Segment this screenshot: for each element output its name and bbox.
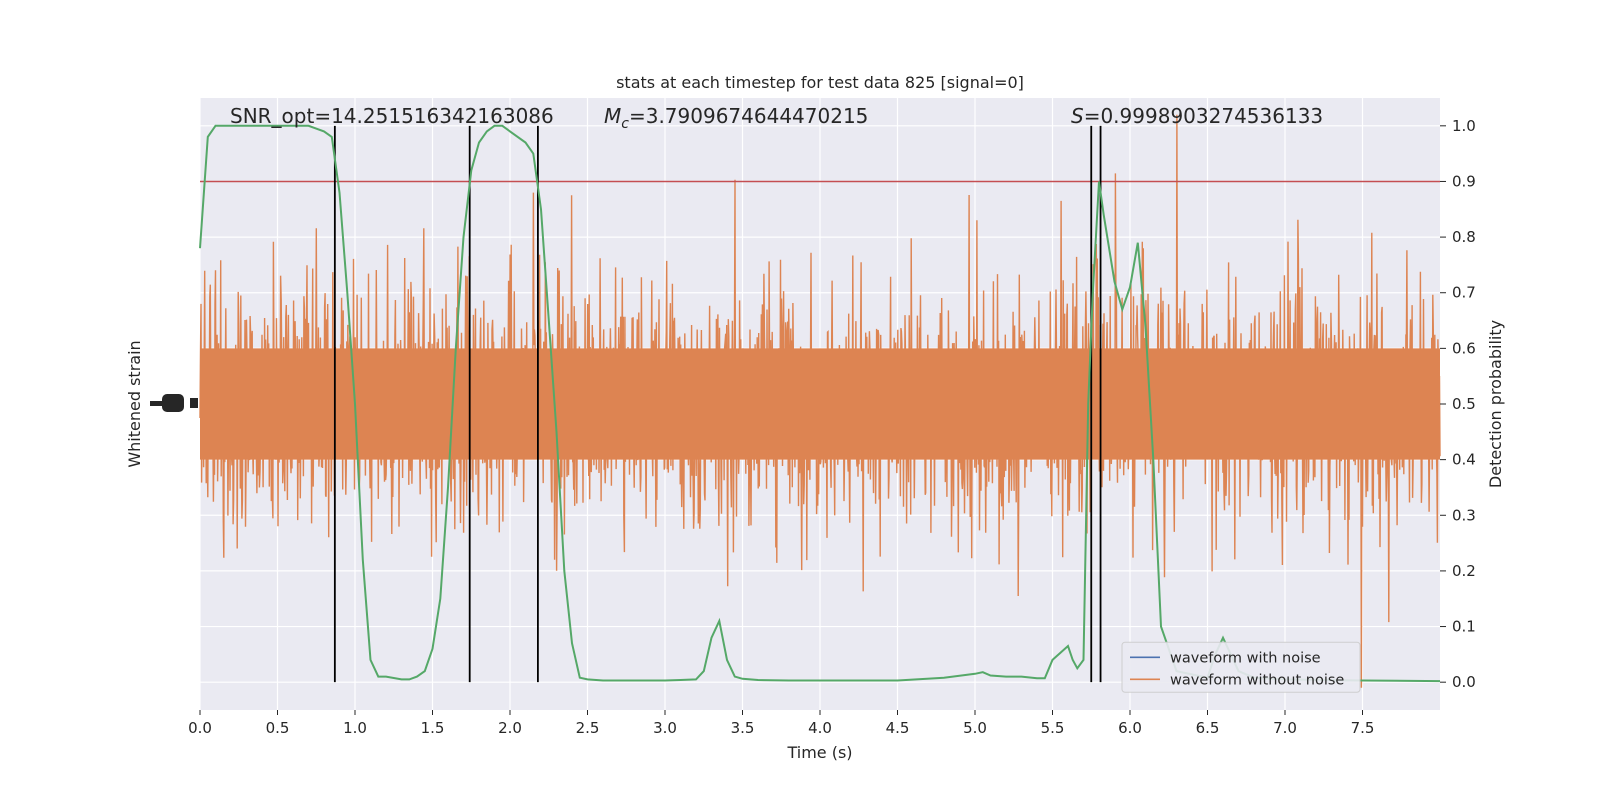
detection-probability-group xyxy=(199,124,1441,683)
whitened-strain-series xyxy=(199,114,1441,688)
legend-label-with-noise: waveform with noise xyxy=(1170,650,1321,666)
left-tick-glyph xyxy=(150,401,170,406)
y-tick-label: 0.9 xyxy=(1452,172,1476,190)
chart-title: stats at each timestep for test data 825… xyxy=(616,73,1024,92)
y-tick-label: 0.0 xyxy=(1452,673,1476,691)
y-tick-label: 0.3 xyxy=(1452,506,1476,524)
x-tick-label: 5.0 xyxy=(963,719,987,737)
x-axis-ticks: 0.0 0.5 1.0 1.5 2.0 2.5 3.0 3.5 4.0 4.5 5.0 5.5 6.0 6… xyxy=(188,710,1374,737)
statistic-symbol: S xyxy=(1071,104,1084,128)
x-tick-label: 0.0 xyxy=(188,719,212,737)
chirp-mass-subscript: c xyxy=(621,116,629,132)
y-tick-label: 0.4 xyxy=(1452,451,1476,469)
x-tick-label: 6.0 xyxy=(1118,719,1142,737)
x-tick-label: 2.0 xyxy=(498,719,522,737)
vertical-markers xyxy=(333,125,1102,683)
x-tick-label: 1.0 xyxy=(343,719,367,737)
y-tick-label: 0.2 xyxy=(1452,562,1476,580)
chirp-mass-value: =3.7909674644470215 xyxy=(629,104,868,128)
y-tick-label: 0.6 xyxy=(1452,339,1476,357)
x-tick-label: 0.5 xyxy=(266,719,290,737)
x-axis-label: Time (s) xyxy=(786,743,852,762)
x-tick-label: 3.5 xyxy=(731,719,755,737)
snr-annotation: SNR_opt=14.251516342163086 xyxy=(230,104,554,128)
x-tick-label: 7.5 xyxy=(1351,719,1375,737)
legend: waveform with noise waveform without noi… xyxy=(1121,641,1361,693)
y-tick-label: 1.0 xyxy=(1452,117,1476,135)
y-axis-right-label: Detection probability xyxy=(1486,320,1505,488)
x-tick-label: 4.5 xyxy=(886,719,910,737)
left-tick-glyph xyxy=(190,398,198,408)
y-tick-label: 0.7 xyxy=(1452,284,1476,302)
strain-core-band xyxy=(200,348,1440,460)
left-axis-tick-glyphs xyxy=(150,394,198,412)
chirp-mass-annotation: Mc=3.7909674644470215 xyxy=(604,104,868,132)
detection-probability-line xyxy=(199,124,1441,683)
y-axis-left-label: Whitened strain xyxy=(125,340,144,467)
x-tick-label: 2.5 xyxy=(576,719,600,737)
chirp-mass-symbol: M xyxy=(604,104,621,128)
x-tick-label: 4.0 xyxy=(808,719,832,737)
left-tick-glyph xyxy=(162,394,184,412)
y-tick-label: 0.8 xyxy=(1452,228,1476,246)
statistic-annotation: S=0.9998903274536133 xyxy=(1071,104,1323,128)
legend-box xyxy=(1121,641,1361,693)
x-tick-label: 3.0 xyxy=(653,719,677,737)
x-tick-label: 6.5 xyxy=(1196,719,1220,737)
x-tick-label: 7.0 xyxy=(1273,719,1297,737)
x-tick-label: 1.5 xyxy=(421,719,445,737)
legend-label-without-noise: waveform without noise xyxy=(1170,672,1344,688)
statistic-value: =0.9998903274536133 xyxy=(1084,104,1323,128)
y-tick-label: 0.1 xyxy=(1452,618,1476,636)
y-tick-label: 0.5 xyxy=(1452,395,1476,413)
y-axis-right-ticks: 0.0 0.1 0.2 0.3 0.4 0.5 0.6 0.7 0.8 0.9 1.0 xyxy=(1440,117,1476,691)
x-tick-label: 5.5 xyxy=(1041,719,1065,737)
